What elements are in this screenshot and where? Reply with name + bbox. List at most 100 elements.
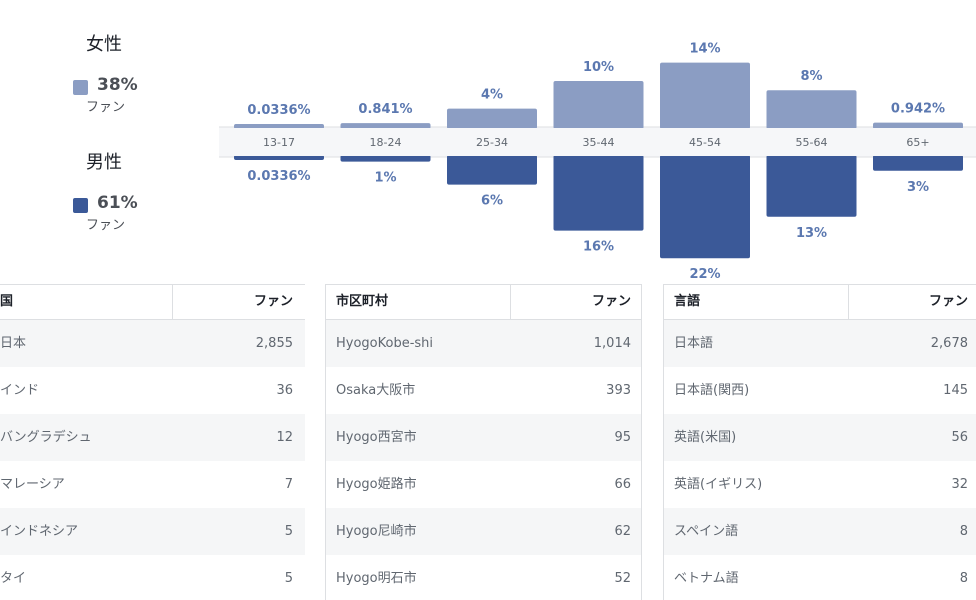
- row-value: 52: [614, 571, 631, 586]
- country-name-header[interactable]: 国: [0, 294, 14, 309]
- row-name: 英語(イギリス): [674, 477, 763, 492]
- male-bar-25-34[interactable]: [447, 155, 537, 185]
- table-row: 日本 2,855: [0, 320, 305, 367]
- table-row: スペイン語 8: [664, 508, 976, 555]
- row-name: インド: [0, 383, 40, 398]
- female-swatch: [73, 80, 88, 95]
- male-bar-label: 3%: [907, 180, 929, 195]
- row-value: 32: [951, 477, 968, 492]
- row-value: 95: [614, 430, 631, 445]
- city-value-header[interactable]: ファン: [591, 294, 631, 309]
- row-name: Hyogo西宮市: [336, 430, 417, 445]
- male-bar-label: 16%: [583, 240, 614, 255]
- row-name: Hyogo姫路市: [336, 477, 417, 492]
- age-tick-label: 35-44: [583, 136, 615, 149]
- female-bar-65+[interactable]: [873, 122, 963, 129]
- male-bar-45-54[interactable]: [660, 155, 750, 259]
- male-swatch: [73, 198, 88, 213]
- female-bar-35-44[interactable]: [553, 81, 644, 129]
- language-value-header[interactable]: ファン: [928, 294, 968, 309]
- country-value-header[interactable]: ファン: [253, 294, 293, 309]
- row-name: タイ: [0, 571, 27, 586]
- female-bar-label: 0.841%: [358, 102, 412, 117]
- row-value: 8: [959, 571, 968, 586]
- female-percent: 38%: [97, 75, 138, 95]
- table-row: インド 36: [0, 367, 305, 414]
- row-value: 66: [614, 477, 631, 492]
- female-bar-25-34[interactable]: [447, 108, 537, 129]
- row-value: 1,014: [593, 336, 631, 351]
- row-name: 日本語: [674, 336, 714, 351]
- female-bar-45-54[interactable]: [660, 62, 750, 129]
- row-name: マレーシア: [0, 477, 65, 492]
- table-row: タイ 5: [0, 555, 305, 600]
- row-value: 5: [284, 524, 293, 539]
- female-bar-label: 10%: [583, 60, 614, 75]
- female-bar-13-17[interactable]: [234, 124, 324, 129]
- table-row: インドネシア 5: [0, 508, 305, 555]
- city-table-header: 市区町村 ファン: [326, 284, 641, 320]
- table-row: 英語(イギリス) 32: [664, 461, 976, 508]
- female-bar-label: 0.0336%: [247, 103, 310, 118]
- city-name-header[interactable]: 市区町村: [336, 294, 389, 309]
- male-bar-13-17[interactable]: [234, 155, 324, 160]
- row-name: バングラデシュ: [0, 430, 92, 445]
- age-tick-label: 65+: [906, 136, 929, 149]
- row-name: 日本: [0, 336, 27, 351]
- female-bar-label: 0.942%: [891, 102, 945, 117]
- row-value: 36: [276, 383, 293, 398]
- country-table-header: 国 ファン: [0, 284, 305, 320]
- table-row: マレーシア 7: [0, 461, 305, 508]
- row-name: 日本語(関西): [674, 383, 750, 398]
- row-value: 393: [606, 383, 631, 398]
- language-name-header[interactable]: 言語: [674, 294, 701, 309]
- age-tick-label: 13-17: [263, 136, 295, 149]
- male-bar-label: 13%: [796, 226, 827, 241]
- male-bar-18-24[interactable]: [340, 155, 431, 162]
- row-name: 英語(米国): [674, 430, 737, 445]
- table-row: HyogoKobe-shi 1,014: [326, 320, 641, 367]
- table-row: Osaka大阪市 393: [326, 367, 641, 414]
- age-tick-label: 18-24: [370, 136, 402, 149]
- row-value: 2,678: [930, 336, 968, 351]
- age-tick-label: 45-54: [689, 136, 721, 149]
- row-value: 62: [614, 524, 631, 539]
- row-value: 7: [284, 477, 293, 492]
- row-value: 8: [959, 524, 968, 539]
- table-row: 英語(米国) 56: [664, 414, 976, 461]
- male-bar-65+[interactable]: [873, 155, 963, 171]
- table-row: ベトナム語 8: [664, 555, 976, 600]
- age-tick-label: 25-34: [476, 136, 508, 149]
- male-sub: ファン: [86, 218, 126, 233]
- row-value: 5: [284, 571, 293, 586]
- male-percent: 61%: [97, 193, 138, 213]
- row-name: インドネシア: [0, 524, 79, 539]
- female-label: 女性: [86, 34, 122, 55]
- table-row: バングラデシュ 12: [0, 414, 305, 461]
- male-bar-label: 22%: [689, 267, 720, 282]
- male-bar-55-64[interactable]: [766, 155, 857, 217]
- table-row: Hyogo西宮市 95: [326, 414, 641, 461]
- female-sub: ファン: [86, 100, 126, 115]
- row-name: スペイン語: [674, 524, 739, 539]
- male-bar-35-44[interactable]: [553, 155, 644, 231]
- male-bar-label: 1%: [374, 171, 396, 186]
- language-table-header: 言語 ファン: [664, 284, 976, 320]
- city-table: 市区町村 ファン HyogoKobe-shi 1,014 Osaka大阪市 393 …: [325, 284, 642, 600]
- female-bar-18-24[interactable]: [340, 123, 431, 129]
- female-bar-55-64[interactable]: [766, 90, 857, 129]
- row-value: 145: [943, 383, 968, 398]
- country-table: 国 ファン 日本 2,855 インド 36 バングラデシュ 12 マレーシア 7 インド…: [0, 284, 305, 600]
- female-bar-label: 4%: [481, 88, 503, 103]
- row-value: 2,855: [255, 336, 293, 351]
- row-value: 56: [951, 430, 968, 445]
- table-row: Hyogo明石市 52: [326, 555, 641, 600]
- age-strip-overlay: [219, 128, 976, 156]
- age-gender-chart: 0.0336% 0.0336% 0.841% 1% 4% 6% 10% 16% 14% 22% 8%…: [219, 42, 976, 282]
- gender-summary: 女性 38% ファン 男性 61% ファン: [0, 0, 210, 280]
- row-name: HyogoKobe-shi: [336, 336, 434, 351]
- row-name: Hyogo尼崎市: [336, 524, 417, 539]
- table-row: Hyogo尼崎市 62: [326, 508, 641, 555]
- age-tick-label: 55-64: [796, 136, 828, 149]
- male-bar-label: 0.0336%: [247, 169, 310, 184]
